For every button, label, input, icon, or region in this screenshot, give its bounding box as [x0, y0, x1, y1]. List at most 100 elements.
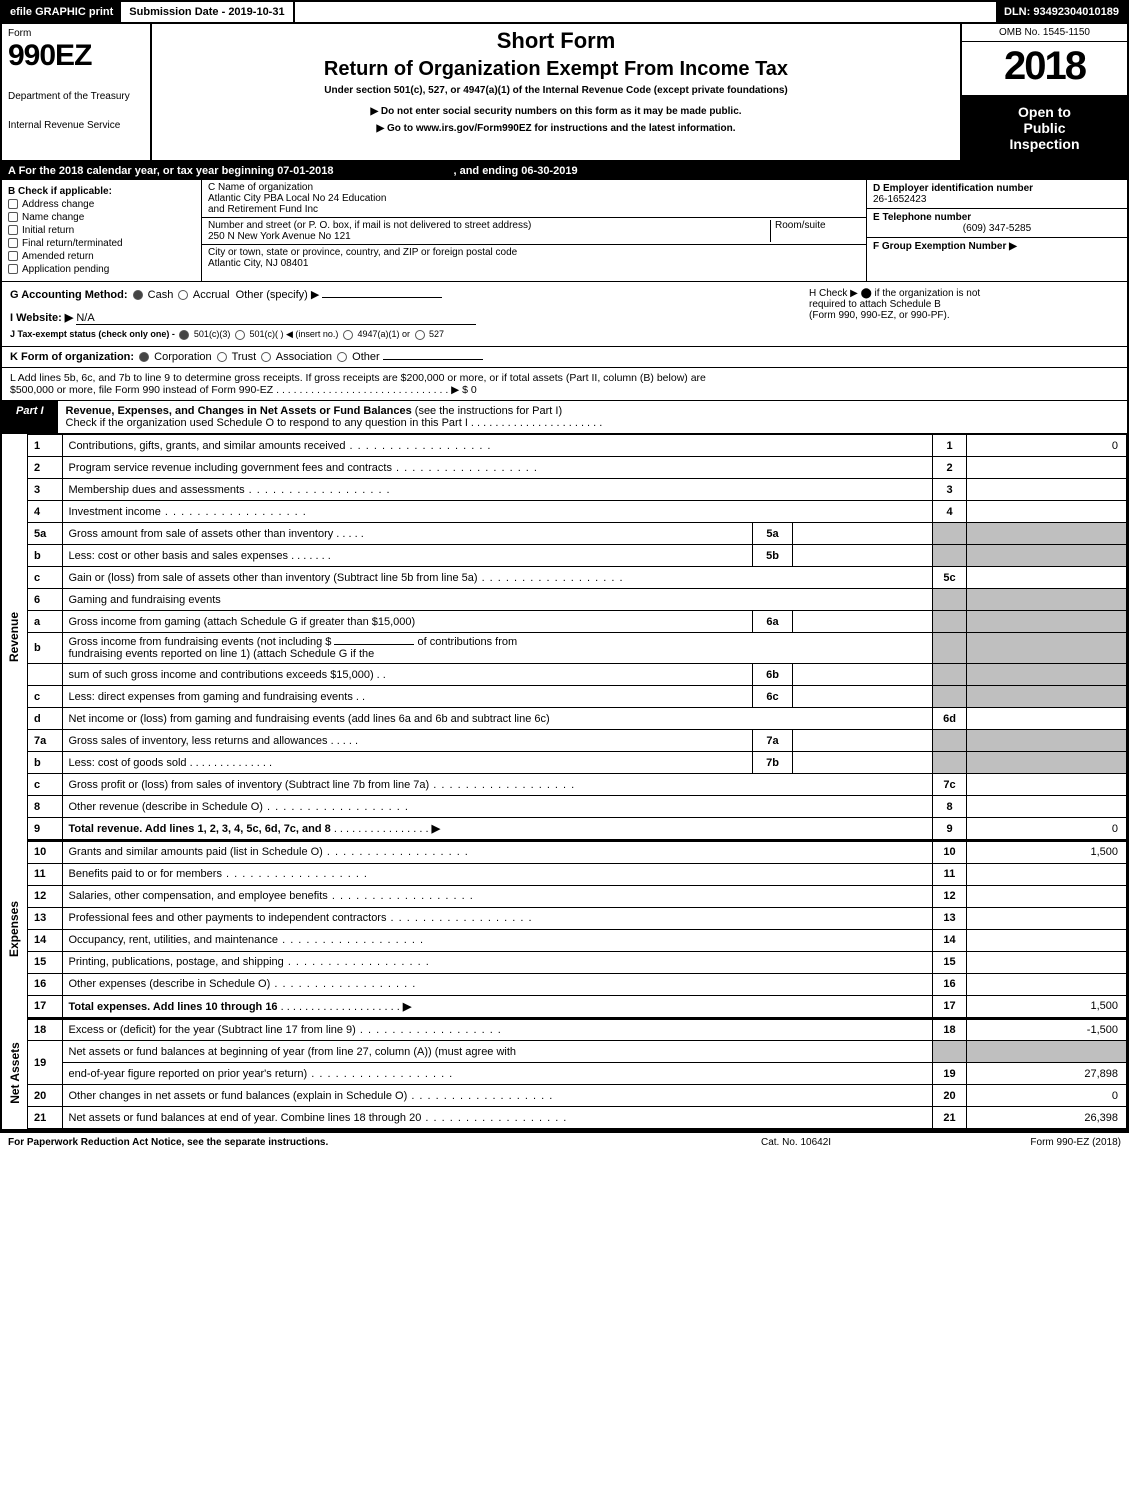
d-17-bold: Total expenses. Add lines 10 through 16 [69, 1001, 278, 1013]
part-i-title-bold: Revenue, Expenses, and Changes in Net As… [66, 405, 412, 417]
radio-trust[interactable] [217, 352, 227, 362]
rv-4 [967, 501, 1127, 523]
rn-1: 1 [933, 435, 967, 457]
cb-application-pending[interactable] [8, 264, 18, 274]
iv-5a [793, 523, 933, 545]
line-h: H Check ▶ ⬤ if the organization is not r… [809, 288, 1119, 340]
g-other: Other (specify) ▶ [236, 289, 320, 301]
d-11: Benefits paid to or for members [62, 863, 933, 885]
ib-5a: 5a [753, 523, 793, 545]
cb-initial-return[interactable] [8, 225, 18, 235]
cb-final-return[interactable] [8, 238, 18, 248]
footer-center: Cat. No. 10642I [761, 1137, 961, 1148]
table-row: 1Contributions, gifts, grants, and simil… [28, 435, 1127, 457]
n-12: 12 [28, 885, 62, 907]
d-5c: Gain or (loss) from sale of assets other… [62, 567, 933, 589]
d-6b-3: fundraising events reported on line 1) (… [69, 648, 375, 660]
d-5b: Less: cost or other basis and sales expe… [62, 545, 753, 567]
table-row: 5aGross amount from sale of assets other… [28, 523, 1127, 545]
rn-11: 11 [933, 863, 967, 885]
6b-amount-input[interactable] [334, 644, 414, 645]
ghij-block: G Accounting Method: Cash Accrual Other … [2, 282, 1127, 347]
rn-8: 8 [933, 796, 967, 818]
cb-name-change[interactable] [8, 212, 18, 222]
header-left: Form 990EZ Department of the Treasury In… [2, 24, 152, 160]
rn-2: 2 [933, 457, 967, 479]
dept-irs: Internal Revenue Service [8, 120, 144, 131]
rn-6d: 6d [933, 708, 967, 730]
n-6a: a [28, 611, 62, 633]
ib-6c: 6c [753, 686, 793, 708]
d-16: Other expenses (describe in Schedule O) [62, 973, 933, 995]
iv-6a [793, 611, 933, 633]
radio-accrual[interactable] [178, 290, 188, 300]
radio-corporation[interactable] [139, 352, 149, 362]
rn-19: 19 [933, 1063, 967, 1085]
goto-link[interactable]: ▶ Go to www.irs.gov/Form990EZ for instru… [160, 123, 952, 134]
form-word: Form [8, 28, 144, 39]
radio-501c3[interactable] [179, 330, 189, 340]
g-other-input[interactable] [322, 297, 442, 298]
tax-year: 2018 [962, 42, 1127, 96]
rn-18: 18 [933, 1019, 967, 1041]
expenses-sidelabel: Expenses [2, 840, 28, 1018]
expenses-section: Expenses 10Grants and similar amounts pa… [2, 840, 1127, 1018]
radio-501c[interactable] [235, 330, 245, 340]
table-row: 19Net assets or fund balances at beginni… [28, 1041, 1127, 1063]
short-form-label: Short Form [160, 28, 952, 54]
radio-527[interactable] [415, 330, 425, 340]
rn-3: 3 [933, 479, 967, 501]
rv-6d [967, 708, 1127, 730]
n-17: 17 [28, 995, 62, 1017]
rn-5c: 5c [933, 567, 967, 589]
radio-association[interactable] [261, 352, 271, 362]
radio-other-org[interactable] [337, 352, 347, 362]
efile-label[interactable]: efile GRAPHIC print [2, 2, 121, 22]
line-a-begin: A For the 2018 calendar year, or tax yea… [8, 165, 333, 177]
table-row: 14Occupancy, rent, utilities, and mainte… [28, 929, 1127, 951]
part-i-title-rest: (see the instructions for Part I) [412, 405, 562, 417]
k-o2: Trust [232, 351, 257, 363]
rv-3 [967, 479, 1127, 501]
netassets-section: Net Assets 18Excess or (deficit) for the… [2, 1018, 1127, 1130]
g-accrual: Accrual [193, 289, 230, 301]
radio-4947[interactable] [343, 330, 353, 340]
expenses-table: 10Grants and similar amounts paid (list … [28, 840, 1127, 1018]
rv-16 [967, 973, 1127, 995]
d-21: Net assets or fund balances at end of ye… [62, 1107, 933, 1129]
dept-treasury: Department of the Treasury [8, 91, 144, 102]
n-9: 9 [28, 818, 62, 840]
radio-cash[interactable] [133, 290, 143, 300]
d-1: Contributions, gifts, grants, and simila… [62, 435, 933, 457]
j-o2: 501(c)( ) ◀ (insert no.) [249, 329, 338, 339]
street-value: 250 N New York Avenue No 121 [208, 231, 770, 242]
org-name-1: Atlantic City PBA Local No 24 Education [208, 193, 860, 204]
n-6: 6 [28, 589, 62, 611]
n-6b2 [28, 664, 62, 686]
k-other-input[interactable] [383, 359, 483, 360]
part-i-check-line: Check if the organization used Schedule … [66, 417, 603, 429]
n-6b: b [28, 633, 62, 664]
line-k: K Form of organization: Corporation Trus… [2, 347, 1127, 368]
d-6b-1: Gross income from fundraising events (no… [69, 636, 335, 648]
rv-21: 26,398 [967, 1107, 1127, 1129]
rv-11 [967, 863, 1127, 885]
ein-label: D Employer identification number [873, 183, 1121, 194]
cb-amended-return[interactable] [8, 251, 18, 261]
rv-10: 1,500 [967, 841, 1127, 863]
section-b: B Check if applicable: Address change Na… [2, 180, 202, 281]
cb-address-change[interactable] [8, 199, 18, 209]
n-13: 13 [28, 907, 62, 929]
g-cash: Cash [148, 289, 174, 301]
iv-5b [793, 545, 933, 567]
rv-19-grey [967, 1041, 1127, 1063]
table-row: 6Gaming and fundraising events [28, 589, 1127, 611]
n-4: 4 [28, 501, 62, 523]
table-row: 15Printing, publications, postage, and s… [28, 951, 1127, 973]
ib-7a: 7a [753, 730, 793, 752]
rv-7c [967, 774, 1127, 796]
table-row: 10Grants and similar amounts paid (list … [28, 841, 1127, 863]
rv-19: 27,898 [967, 1063, 1127, 1085]
form-title: Return of Organization Exempt From Incom… [160, 58, 952, 81]
n-5b: b [28, 545, 62, 567]
